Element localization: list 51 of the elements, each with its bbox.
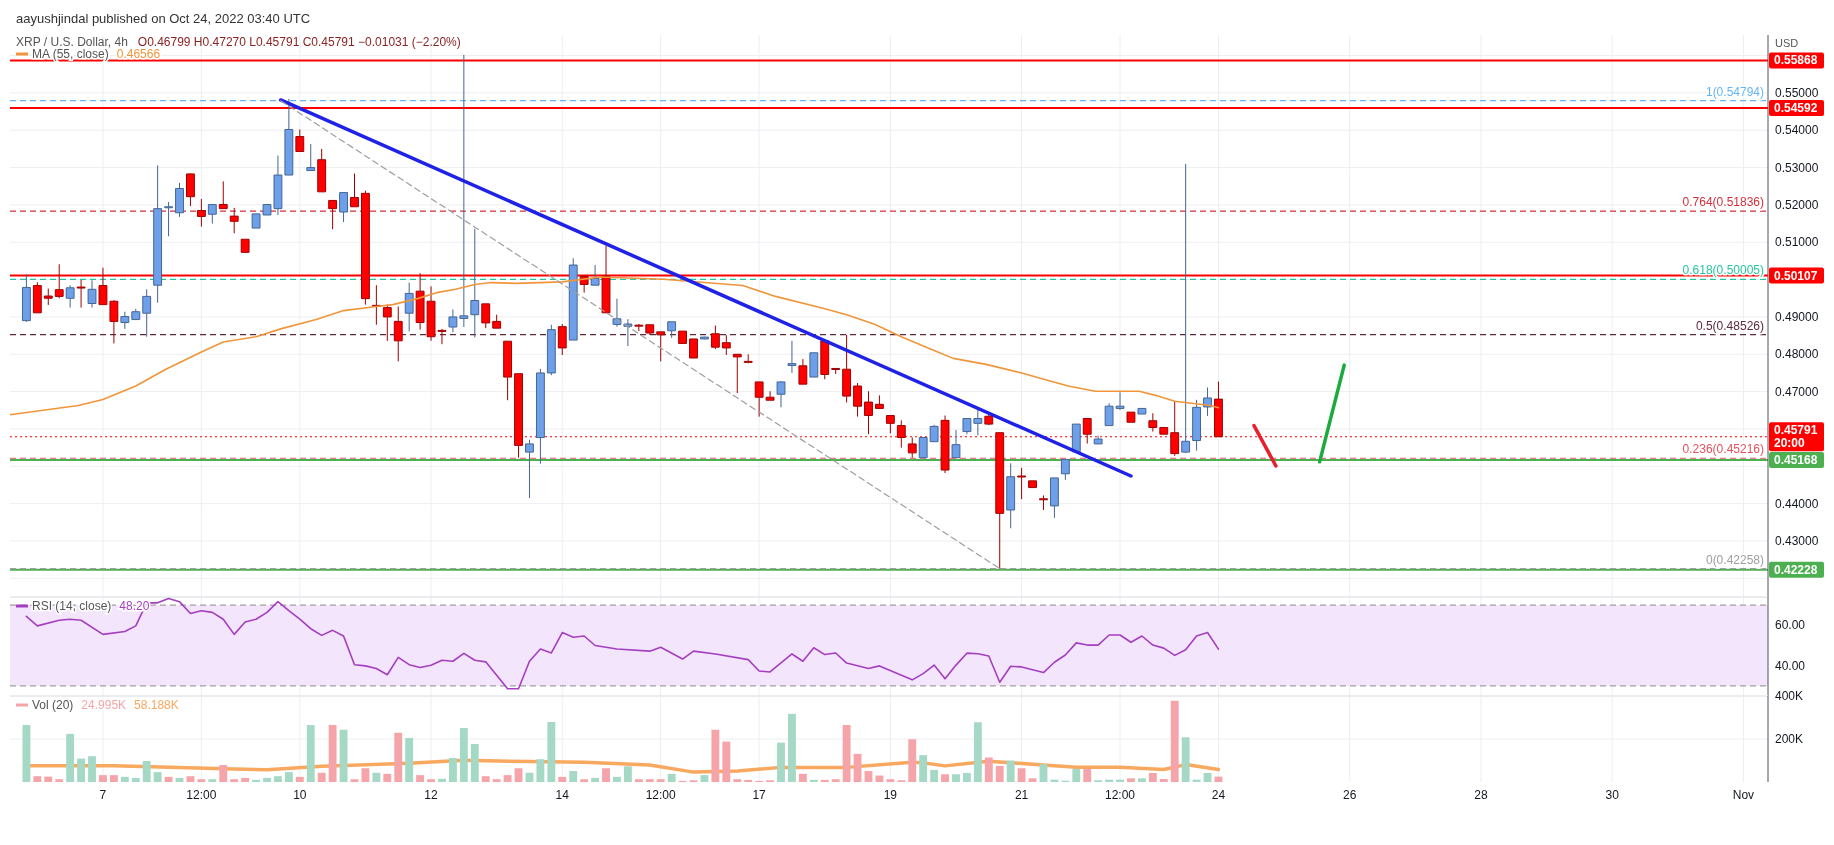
y-tick-label: 200K [1775, 732, 1804, 746]
x-tick-label: 19 [883, 788, 898, 802]
ref-line-label: 0.45791 20:00 [1774, 423, 1818, 451]
chart-title: XRP / U.S. Dollar, 4h [16, 35, 128, 49]
x-tick-label: 21 [1014, 788, 1029, 802]
legend-label: Vol (20) [32, 698, 74, 712]
y-tick-label: 0.47000 [1775, 384, 1819, 399]
x-tick-label: 12:00 [645, 788, 677, 802]
x-tick-label: 28 [1474, 788, 1488, 802]
x-tick-label: 14 [555, 788, 570, 802]
x-tick-label: 24 [1211, 788, 1226, 802]
y-tick-label: 0.51000 [1775, 235, 1819, 250]
y-tick-label: 0.54000 [1775, 123, 1819, 138]
x-tick-label: 7 [99, 788, 107, 802]
y-tick-label: 0.49000 [1775, 309, 1819, 324]
ref-line-label: 0.42228 [1774, 562, 1818, 577]
legend-label: RSI (14, close) [32, 599, 112, 613]
x-tick-label: 12:00 [1105, 788, 1136, 802]
text: aayushjindal published on Oct 24, 2022 03:40 UTC [16, 11, 311, 26]
y-tick-label: 0.43000 [1775, 533, 1819, 548]
ref-line-label: 1(0.54794) [1705, 84, 1764, 99]
y-tick-label: 0.44000 [1775, 496, 1819, 511]
legend-label: MA (55, close) [32, 47, 109, 61]
x-tick-label: 12:00 [186, 788, 217, 802]
y-tick-label: 60.00 [1775, 618, 1806, 633]
y-tick-label: 0.52000 [1775, 197, 1819, 212]
x-tick-label: Nov [1732, 788, 1755, 802]
y-tick-label: 40.00 [1775, 658, 1806, 673]
x-tick-label: 30 [1605, 788, 1620, 802]
y-tick-label: 400K [1775, 689, 1804, 703]
ref-line-label: 0.5(0.48526) [1695, 318, 1764, 333]
y-tick-label: 0.53000 [1775, 160, 1819, 175]
ref-line-label: 0.55868 [1774, 53, 1818, 68]
ref-line-label: 0(0.42258) [1705, 552, 1764, 567]
y-tick-label: 0.55000 [1775, 85, 1819, 100]
ref-line-label: 0.45168 [1774, 453, 1818, 468]
ref-line-label: 0.236(0.45216) [1682, 442, 1764, 457]
x-tick-label: 12 [424, 788, 439, 802]
y-tick-label: 0.48000 [1775, 347, 1819, 362]
x-tick-label: 10 [293, 788, 307, 802]
annotation: 58.188K [134, 698, 179, 712]
x-tick-label: 26 [1343, 788, 1357, 802]
ref-line-label: 0.764(0.51836) [1682, 195, 1764, 210]
ref-line-label: 0.618(0.50005) [1682, 263, 1764, 278]
y-axis-title: USD [1775, 37, 1799, 49]
annotation: 0.46566 [116, 47, 161, 61]
annotation: 24.995K [81, 698, 127, 712]
x-tick-label: 17 [752, 788, 767, 802]
ref-line-label: 0.54592 [1774, 101, 1818, 116]
ref-line-label: 0.50107 [1774, 268, 1818, 283]
chart-subtitle: O0.46799 H0.47270 L0.45791 C0.45791 −0.01031 (−2.20%) [137, 35, 461, 49]
